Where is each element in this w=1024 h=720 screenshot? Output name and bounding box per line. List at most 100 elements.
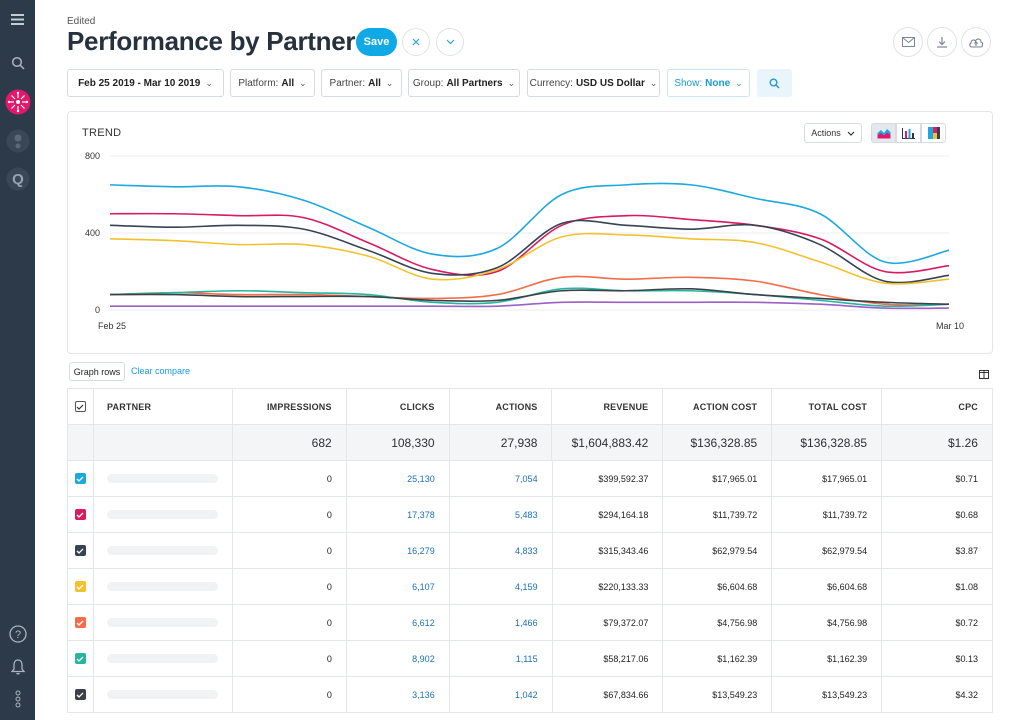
menu-icon[interactable] <box>0 10 35 28</box>
profile-icon[interactable] <box>0 128 35 154</box>
stacked-chart-toggle[interactable] <box>921 123 946 143</box>
partner-filter[interactable]: Partner: All ⌄ <box>321 69 402 97</box>
table-row[interactable]: 0 25,130 7,054 $399,592.37 $17,965.01 $17,965… <box>68 461 992 497</box>
partner-name-placeholder <box>106 582 218 591</box>
clear-compare-link[interactable]: Clear compare <box>131 366 191 376</box>
partner-name-placeholder <box>106 510 218 519</box>
save-button[interactable]: Save <box>356 28 397 56</box>
table-row[interactable]: 0 8,902 1,115 $58,217.06 $1,162.39 $1,162.39 $… <box>68 641 992 677</box>
cpc-cell: $1.08 <box>955 581 979 592</box>
actions-link[interactable]: 1,042 <box>450 677 553 712</box>
table-body: 0 25,130 7,054 $399,592.37 $17,965.01 $17,965… <box>68 461 992 713</box>
actions-link[interactable]: 1,466 <box>450 605 553 640</box>
apply-search-button[interactable] <box>757 69 792 97</box>
columns-toggle-icon[interactable] <box>979 366 989 384</box>
header-cpc[interactable]: CPC <box>958 401 978 412</box>
bar-chart-icon <box>902 127 915 139</box>
chevron-down-icon: ⌄ <box>649 77 658 88</box>
partner-name-placeholder <box>106 690 218 699</box>
row-checkbox[interactable] <box>74 545 86 556</box>
series-line-3 <box>109 219 950 284</box>
close-icon <box>412 38 420 46</box>
brand-logo-icon[interactable] <box>0 89 35 115</box>
action-cost-cell: $11,739.72 <box>663 497 773 532</box>
table-row[interactable]: 0 6,612 1,466 $79,372.07 $4,756.98 $4,756.98 $… <box>68 605 992 641</box>
bell-icon[interactable] <box>0 657 35 677</box>
graph-rows-button[interactable]: Graph rows <box>69 362 125 381</box>
currency-filter[interactable]: Currency: USD US Dollar ⌄ <box>527 69 660 97</box>
actions-link[interactable]: 5,483 <box>450 497 553 532</box>
impressions-cell: 0 <box>233 461 347 496</box>
help-icon[interactable]: ? <box>0 624 35 644</box>
chart-title: TREND <box>82 127 122 139</box>
clicks-link[interactable]: 6,107 <box>347 569 450 604</box>
row-checkbox[interactable] <box>74 617 86 628</box>
clicks-link[interactable]: 6,612 <box>347 605 450 640</box>
header-clicks[interactable]: CLICKS <box>347 389 450 424</box>
table-row[interactable]: 0 17,378 5,483 $294,164.18 $11,739.72 $11,739… <box>68 497 992 533</box>
select-all-cell <box>68 389 94 424</box>
revenue-cell: $294,164.18 <box>553 497 664 532</box>
bar-chart-toggle[interactable] <box>896 123 921 143</box>
table-row[interactable]: 0 3,136 1,042 $67,834.66 $13,549.23 $13,549.2… <box>68 677 992 713</box>
cpc-cell: $0.13 <box>955 653 979 664</box>
cloud-upload-icon <box>969 38 984 48</box>
clicks-link[interactable]: 3,136 <box>347 677 450 712</box>
download-button[interactable] <box>927 27 957 57</box>
row-checkbox[interactable] <box>74 473 86 484</box>
email-button[interactable] <box>893 27 923 57</box>
header-partner[interactable]: PARTNER <box>94 389 233 424</box>
platform-filter[interactable]: Platform: All ⌄ <box>230 69 315 97</box>
total-cpc: $1.26 <box>947 435 978 450</box>
row-select-cell <box>68 497 94 532</box>
table-row[interactable]: 0 6,107 4,159 $220,133.33 $6,604.68 $6,604.68… <box>68 569 992 605</box>
header-total-cost[interactable]: TOTAL COST <box>772 389 883 424</box>
partner-table: PARTNER IMPRESSIONS CLICKS ACTIONS REVEN… <box>67 388 993 713</box>
actions-link[interactable]: 7,054 <box>450 461 553 496</box>
series-line-1 <box>109 182 950 264</box>
more-options-button[interactable] <box>436 28 464 56</box>
table-row[interactable]: 0 16,279 4,833 $315,343.46 $62,979.54 $62,979… <box>68 533 992 569</box>
series-line-8 <box>110 301 950 310</box>
group-filter[interactable]: Group: All Partners ⌄ <box>408 69 520 97</box>
search-icon[interactable] <box>0 54 35 72</box>
area-chart-toggle[interactable] <box>871 123 896 143</box>
total-cost-cell: $1,162.39 <box>772 641 883 676</box>
header-impressions[interactable]: IMPRESSIONS <box>233 389 347 424</box>
clicks-link[interactable]: 8,902 <box>347 641 450 676</box>
clicks-link[interactable]: 25,130 <box>347 461 450 496</box>
platform-filter-label: Platform: <box>238 77 279 89</box>
x-tick-start: Feb 25 <box>98 321 127 331</box>
checkmark-icon <box>77 620 84 626</box>
header-action-cost[interactable]: ACTION COST <box>663 389 773 424</box>
actions-link[interactable]: 4,833 <box>450 533 553 568</box>
partner-name-cell <box>94 605 233 640</box>
more-icon[interactable] <box>0 688 35 710</box>
chart-actions-dropdown[interactable]: Actions <box>804 123 862 143</box>
row-checkbox[interactable] <box>74 689 86 700</box>
clicks-link[interactable]: 16,279 <box>347 533 450 568</box>
discard-button[interactable] <box>402 28 430 56</box>
partner-name-cell <box>94 641 233 676</box>
page-title: Performance by Partner <box>67 26 356 56</box>
checkmark-icon <box>77 404 84 410</box>
select-all-checkbox[interactable] <box>74 401 86 412</box>
header-revenue[interactable]: REVENUE <box>552 389 664 424</box>
date-range-filter[interactable]: Feb 25 2019 - Mar 10 2019 ⌄ <box>67 69 224 97</box>
row-checkbox[interactable] <box>74 653 86 664</box>
row-checkbox[interactable] <box>74 509 86 520</box>
cloud-export-button[interactable] <box>961 27 991 57</box>
row-checkbox[interactable] <box>74 581 86 592</box>
sidebar: Q ? <box>0 0 35 720</box>
total-cost-cell: $4,756.98 <box>772 605 883 640</box>
chevron-down-icon: ⌄ <box>385 77 394 88</box>
revenue-cell: $67,834.66 <box>553 677 664 712</box>
clicks-link[interactable]: 17,378 <box>347 497 450 532</box>
revenue-cell: $58,217.06 <box>553 641 664 676</box>
header-actions[interactable]: ACTIONS <box>450 389 553 424</box>
trend-chart <box>109 155 950 311</box>
actions-link[interactable]: 4,159 <box>450 569 553 604</box>
actions-link[interactable]: 1,115 <box>450 641 553 676</box>
q-app-icon[interactable]: Q <box>0 166 35 192</box>
show-filter[interactable]: Show: None ⌄ <box>667 69 750 97</box>
